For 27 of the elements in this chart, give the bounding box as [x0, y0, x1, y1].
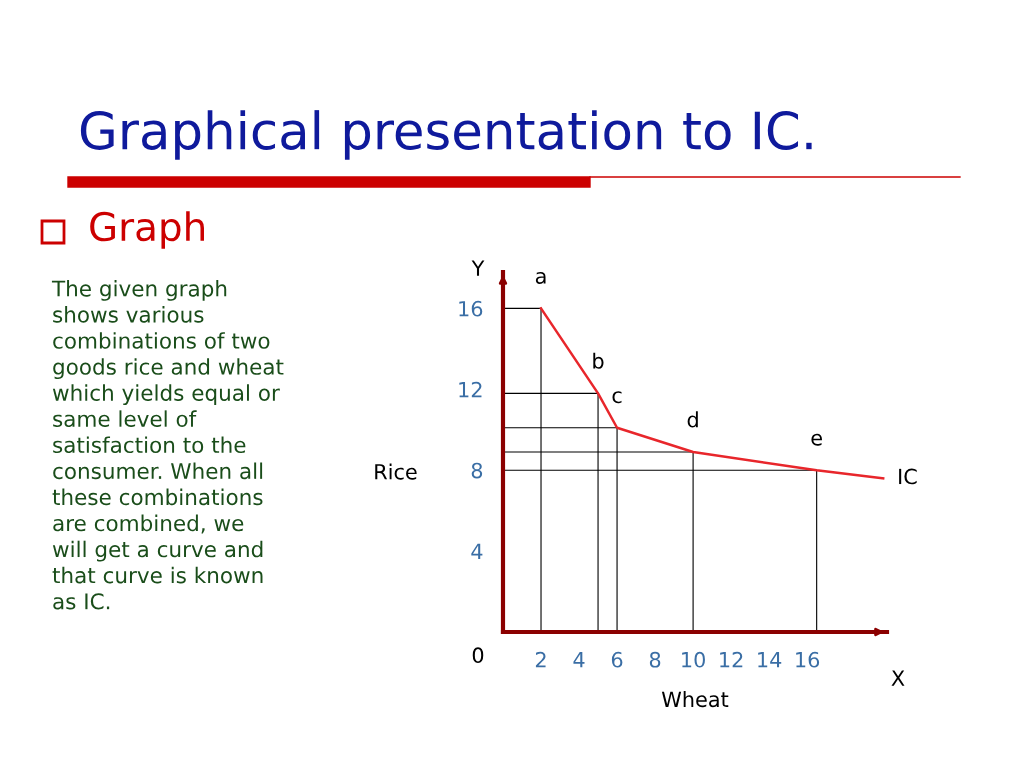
y-tick-label: 8 — [471, 462, 483, 479]
line-series — [539, 307, 885, 480]
annotation: a — [535, 271, 546, 284]
x-tick-label: 8 — [649, 651, 661, 668]
x-axis-title: Wheat — [661, 691, 729, 708]
x-tick-label: 6 — [611, 651, 623, 668]
chart-title: Graphical presentation to IC. — [80, 110, 812, 160]
text: Graph — [90, 211, 204, 249]
annotation: e — [811, 433, 822, 446]
y-tick-label: 12 — [459, 381, 482, 398]
x-tick-label: 4 — [573, 652, 585, 668]
x-tick-label: 12 — [720, 651, 743, 668]
annotation: d — [687, 411, 698, 428]
y-axis-title: Rice — [375, 463, 417, 480]
text: Y — [471, 260, 485, 276]
annotation: c — [612, 391, 622, 404]
y-tick-label: 4 — [471, 543, 483, 560]
x-tick-label: 2 — [535, 651, 546, 668]
text: The given graph shows various combinations of two goods rice and wheat which yields equal or same level of satisfaction to the consumer. When all these combinations are combined, we will get a curve and that curve is known as IC. — [51, 280, 284, 610]
x-tick-label: 16 — [796, 651, 820, 668]
text: 0 — [472, 647, 484, 664]
annotation: b — [593, 352, 604, 369]
x-tick-label: 14 — [758, 652, 782, 668]
y-tick-label: 16 — [459, 300, 483, 317]
x-tick-label: 10 — [682, 651, 705, 668]
series-label: IC — [899, 468, 917, 485]
text: X — [891, 670, 905, 686]
